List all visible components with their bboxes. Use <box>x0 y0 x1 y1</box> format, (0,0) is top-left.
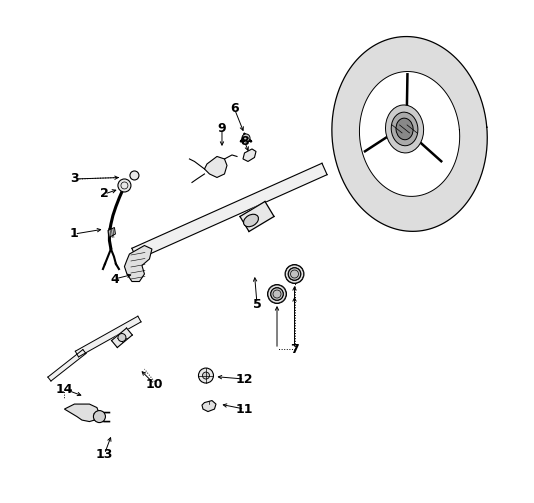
Text: 12: 12 <box>235 373 253 386</box>
Polygon shape <box>48 350 86 381</box>
Text: 1: 1 <box>70 227 79 240</box>
Text: 10: 10 <box>146 378 163 390</box>
Text: 6: 6 <box>230 103 239 115</box>
Polygon shape <box>65 404 99 422</box>
Text: 8: 8 <box>240 135 249 148</box>
Text: 2: 2 <box>100 188 109 201</box>
Circle shape <box>242 134 250 142</box>
Polygon shape <box>243 149 256 161</box>
Circle shape <box>118 333 126 342</box>
Polygon shape <box>75 316 141 357</box>
Ellipse shape <box>386 105 423 153</box>
Polygon shape <box>112 328 132 348</box>
Polygon shape <box>202 400 216 411</box>
Text: 5: 5 <box>253 297 261 310</box>
Ellipse shape <box>244 214 258 227</box>
Circle shape <box>130 171 139 180</box>
Ellipse shape <box>285 265 304 284</box>
Ellipse shape <box>268 285 287 303</box>
Polygon shape <box>240 202 274 231</box>
Polygon shape <box>124 245 152 282</box>
Polygon shape <box>205 156 227 178</box>
Text: 9: 9 <box>218 122 226 135</box>
Polygon shape <box>132 163 327 260</box>
Text: 13: 13 <box>96 448 113 461</box>
Text: 11: 11 <box>235 402 253 415</box>
Polygon shape <box>108 227 115 237</box>
Ellipse shape <box>391 112 418 146</box>
PathPatch shape <box>332 37 487 231</box>
Circle shape <box>93 410 105 423</box>
Text: 14: 14 <box>56 383 73 395</box>
Ellipse shape <box>396 118 413 140</box>
Text: 3: 3 <box>70 173 78 186</box>
Circle shape <box>202 372 209 379</box>
Circle shape <box>199 368 214 383</box>
Text: 4: 4 <box>110 273 119 286</box>
Circle shape <box>118 179 131 192</box>
Ellipse shape <box>271 288 283 300</box>
Text: 7: 7 <box>290 343 299 356</box>
Ellipse shape <box>288 268 301 280</box>
